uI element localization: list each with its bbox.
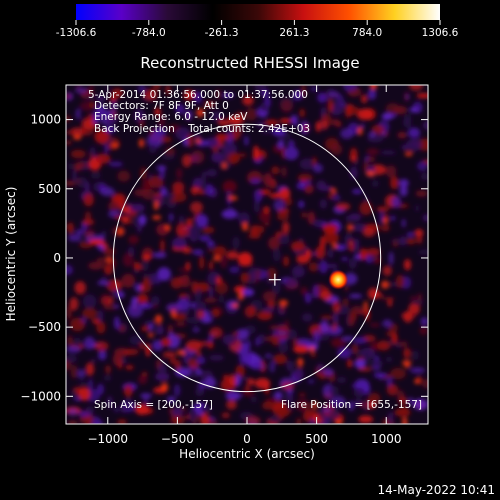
heatmap-image	[66, 85, 428, 424]
chart-title: Reconstructed RHESSI Image	[140, 54, 359, 72]
colorbar-strip	[76, 4, 440, 20]
colorbar-tick-label: 784.0	[352, 27, 382, 39]
flare-position-label: Flare Position = [655,-157]	[281, 399, 422, 411]
colorbar-tick-label: -784.0	[132, 27, 166, 39]
axis-ticks: −1000 −500 0 500 1000 −1000 −500 0 500 1000	[20, 85, 428, 446]
colorbar: -1306.6 -784.0 -261.3 261.3 784.0 1306.6	[56, 4, 459, 39]
y-tick-label: 500	[38, 182, 61, 196]
x-axis-label: Heliocentric X (arcsec)	[179, 447, 315, 461]
timestamp: 14-May-2022 10:41	[378, 483, 495, 497]
plot-area: −1000 −500 0 500 1000 −1000 −500 0 500 1000 5-Apr…	[20, 84, 429, 446]
annotation-energy: Energy Range: 6.0 - 12.0 keV	[94, 111, 248, 123]
colorbar-ticks: -1306.6 -784.0 -261.3 261.3 784.0 1306.6	[56, 20, 459, 39]
y-axis-label: Heliocentric Y (arcsec)	[4, 187, 18, 322]
annotation-detectors: Detectors: 7F 8F 9F, Att 0	[94, 100, 229, 112]
y-tick-label: 1000	[30, 113, 61, 127]
colorbar-tick-label: 1306.6	[422, 27, 459, 39]
colorbar-tick-label: -261.3	[205, 27, 239, 39]
annotation-block: 5-Apr-2014 01:36:56.000 to 01:37:56.000 …	[88, 89, 310, 135]
x-tick-label: 0	[243, 432, 251, 446]
x-tick-label: 1000	[371, 432, 402, 446]
y-tick-label: −1000	[20, 389, 61, 403]
x-tick-label: −500	[161, 432, 194, 446]
spin-axis-marker	[268, 273, 281, 286]
y-tick-label: 0	[53, 251, 61, 265]
flare-source	[328, 269, 349, 290]
colorbar-tick-label: 261.3	[279, 27, 309, 39]
x-tick-label: −1000	[87, 432, 128, 446]
colorbar-tick-label: -1306.6	[56, 27, 97, 39]
y-tick-label: −500	[28, 320, 61, 334]
annotation-counts: Back Projection Total counts: 2.42E+03	[94, 123, 310, 135]
solar-limb-circle	[112, 123, 382, 393]
spin-axis-label: Spin Axis = [200,-157]	[94, 399, 213, 411]
annotation-time: 5-Apr-2014 01:36:56.000 to 01:37:56.000	[88, 89, 308, 101]
x-tick-label: 500	[305, 432, 328, 446]
